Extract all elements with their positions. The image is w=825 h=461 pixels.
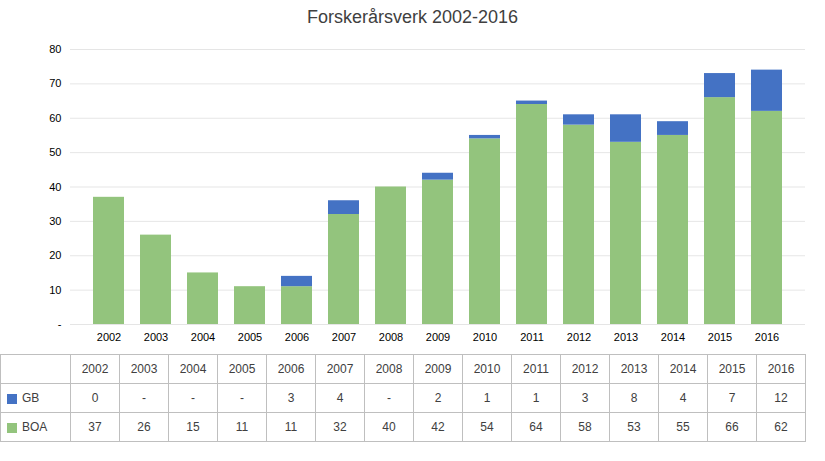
html-text:1: 1 xyxy=(483,391,491,405)
svg-text:2014: 2014 xyxy=(661,331,685,343)
html-text:66: 66 xyxy=(725,420,739,434)
svg-text:-: - xyxy=(58,318,62,330)
svg-text:2005: 2005 xyxy=(238,331,262,343)
html-text:37: 37 xyxy=(88,420,102,434)
html-text:15: 15 xyxy=(186,420,200,434)
html-text:11: 11 xyxy=(284,420,298,434)
svg-text:2003: 2003 xyxy=(144,331,168,343)
html-text:3: 3 xyxy=(581,391,589,405)
svg-text:2013: 2013 xyxy=(614,331,638,343)
html-text:2014: 2014 xyxy=(669,362,697,376)
svg-text:70: 70 xyxy=(49,77,61,89)
html-text:8: 8 xyxy=(630,391,638,405)
html-text:2011: 2011 xyxy=(523,362,549,376)
html-text:GB: GB xyxy=(22,391,40,405)
html-text:2006: 2006 xyxy=(277,362,305,376)
html-text:4: 4 xyxy=(679,391,687,405)
svg-text:2008: 2008 xyxy=(379,331,403,343)
html-text:40: 40 xyxy=(382,420,396,434)
html-text:32: 32 xyxy=(333,420,347,434)
html-text:42: 42 xyxy=(431,420,445,434)
html-text:64: 64 xyxy=(529,420,543,434)
html-text:BOA: BOA xyxy=(22,420,48,434)
svg-text:2016: 2016 xyxy=(755,331,779,343)
html-text:4: 4 xyxy=(336,391,344,405)
svg-text:2015: 2015 xyxy=(708,331,732,343)
svg-text:2002: 2002 xyxy=(97,331,121,343)
svg-text:2010: 2010 xyxy=(473,331,497,343)
html-text:55: 55 xyxy=(676,420,690,434)
html-text:3: 3 xyxy=(287,391,295,405)
svg-text:2006: 2006 xyxy=(285,331,309,343)
svg-text:2012: 2012 xyxy=(567,331,591,343)
html-text:2012: 2012 xyxy=(571,362,599,376)
html-text:2009: 2009 xyxy=(424,362,452,376)
svg-text:10: 10 xyxy=(49,284,61,296)
html-text:0: 0 xyxy=(91,391,99,405)
html-text:2016: 2016 xyxy=(767,362,795,376)
html-text:53: 53 xyxy=(627,420,641,434)
svg-text:20: 20 xyxy=(49,249,61,261)
svg-text:2011: 2011 xyxy=(520,331,544,343)
html-text:12: 12 xyxy=(774,391,788,405)
svg-text:40: 40 xyxy=(49,181,61,193)
svg-text:30: 30 xyxy=(49,215,61,227)
html-text:62: 62 xyxy=(774,420,788,434)
html-text:2015: 2015 xyxy=(718,362,746,376)
html-text:2004: 2004 xyxy=(179,362,207,376)
html-text:2002: 2002 xyxy=(81,362,109,376)
svg-text:50: 50 xyxy=(49,146,61,158)
html-text:2: 2 xyxy=(434,391,442,405)
html-text:Forskerårsverk 2002-2016: Forskerårsverk 2002-2016 xyxy=(306,7,518,27)
html-text:26: 26 xyxy=(137,420,151,434)
html-text:2003: 2003 xyxy=(130,362,158,376)
html-text:2013: 2013 xyxy=(620,362,648,376)
html-text:2008: 2008 xyxy=(375,362,403,376)
html-text:58: 58 xyxy=(578,420,592,434)
html-text:2005: 2005 xyxy=(228,362,256,376)
svg-text:2007: 2007 xyxy=(332,331,356,343)
html-text:2007: 2007 xyxy=(326,362,354,376)
html-text:54: 54 xyxy=(480,420,494,434)
html-text:11: 11 xyxy=(235,420,249,434)
svg-text:60: 60 xyxy=(49,112,61,124)
svg-text:2004: 2004 xyxy=(191,331,215,343)
svg-text:2009: 2009 xyxy=(426,331,450,343)
html-text:7: 7 xyxy=(728,391,736,405)
html-text:1: 1 xyxy=(532,391,540,405)
html-text:2010: 2010 xyxy=(473,362,501,376)
svg-text:80: 80 xyxy=(49,43,61,55)
